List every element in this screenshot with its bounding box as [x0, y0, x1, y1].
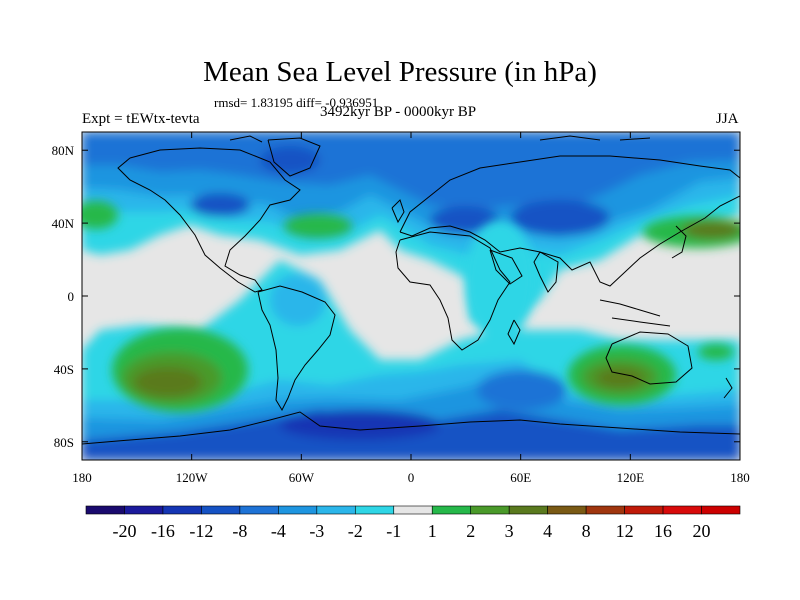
colorbar-swatch	[701, 505, 741, 515]
coastlines	[82, 135, 740, 445]
coast-new-zealand	[723, 377, 733, 399]
colorbar-label: 2	[466, 521, 475, 541]
colorbar-swatch	[508, 505, 548, 515]
field-south-pacific-high-3	[134, 367, 202, 397]
colorbar-swatch	[624, 505, 664, 515]
colorbar-label: -12	[189, 521, 213, 541]
colorbar-label: 3	[505, 521, 514, 541]
colorbar-swatch	[470, 505, 510, 515]
coast-australia	[605, 331, 693, 385]
y-tick-label: 40N	[52, 216, 75, 231]
coast-africa	[395, 231, 511, 351]
field-africa-band	[465, 220, 535, 340]
axis-ticks: 180 120W 60W 0 60E 120E 180 80N 40N 0 40S 80S	[52, 132, 750, 485]
colorbar-swatch	[547, 505, 587, 515]
colorbar-label: 20	[693, 521, 711, 541]
field-north-pacific-high-2	[682, 221, 740, 239]
x-tick-label: 60E	[510, 470, 531, 485]
field-south-atlantic-low	[477, 370, 567, 410]
colorbar-swatch	[162, 505, 202, 515]
colorbar-swatch	[85, 505, 125, 515]
colorbar-swatch	[585, 505, 625, 515]
colorbar-label: -4	[271, 521, 286, 541]
chart-title: Mean Sea Level Pressure (in hPa)	[203, 56, 597, 88]
coast-south-america	[257, 285, 336, 412]
season-label: JJA	[716, 111, 739, 127]
coast-arabia	[489, 249, 523, 285]
colorbar-swatch	[393, 505, 433, 515]
x-tick-label: 180	[72, 470, 92, 485]
colorbar-label: -2	[348, 521, 363, 541]
colorbar-label: 1	[428, 521, 437, 541]
coast-madagascar	[507, 319, 521, 346]
x-tick-label: 180	[730, 470, 750, 485]
colorbar-swatch	[431, 505, 472, 515]
field-greenland-low	[260, 146, 320, 174]
colorbar-label: 4	[543, 521, 552, 541]
coast-greenland	[267, 137, 321, 177]
colorbar-label: 16	[654, 521, 672, 541]
colorbar-swatch	[316, 505, 356, 515]
field-eurasia-low	[510, 200, 610, 236]
coast-north-america	[117, 147, 301, 293]
x-tick-label: 120W	[176, 470, 209, 485]
y-tick-label: 80S	[54, 435, 74, 450]
y-tick-label: 40S	[54, 362, 74, 377]
field-west-pacific-high	[82, 201, 118, 229]
field-na-low	[190, 193, 250, 217]
colorbar-swatch	[662, 505, 702, 515]
coast-antarctica	[82, 411, 740, 445]
colorbar: -20 -16 -12 -8 -4 -3 -2 -1 1 2 3 4 8 12 16 20	[85, 505, 741, 541]
x-tick-label: 60W	[289, 470, 315, 485]
period-label: 3492kyr BP - 0000kyr BP	[320, 104, 477, 120]
colorbar-swatch	[239, 505, 279, 515]
colorbar-swatch	[354, 505, 395, 515]
colorbar-label: -3	[309, 521, 324, 541]
coast-arctic-islands	[229, 135, 651, 143]
y-tick-label: 0	[68, 289, 75, 304]
y-tick-label: 80N	[52, 143, 75, 158]
colorbar-label: -16	[151, 521, 175, 541]
colorbar-swatch	[278, 505, 318, 515]
field-antarctic-deep	[280, 410, 440, 440]
coast-indonesia	[599, 299, 671, 327]
field-europe-low	[430, 206, 500, 234]
field-north-core	[82, 132, 740, 210]
colorbar-label: -20	[112, 521, 136, 541]
x-tick-label: 120E	[617, 470, 645, 485]
field-amazon-low	[270, 274, 326, 326]
coast-india	[533, 251, 559, 293]
coast-eurasia	[399, 155, 740, 287]
field-tasman-high	[698, 344, 734, 360]
coast-uk	[391, 199, 405, 224]
colorbar-swatch	[124, 505, 164, 515]
colorbar-swatch	[201, 505, 241, 515]
x-tick-label: 0	[408, 470, 415, 485]
colorbar-label: 8	[582, 521, 591, 541]
colorbar-label: 12	[616, 521, 634, 541]
field-north-atlantic-high	[284, 214, 352, 238]
colorbar-label: -1	[386, 521, 401, 541]
coast-japan	[671, 225, 687, 259]
stats-line: rmsd= 1.83195 diff= -0.936951	[214, 95, 379, 110]
map-plot-area	[82, 132, 740, 460]
field-south-indian-high-3	[596, 368, 644, 388]
colorbar-label: -8	[232, 521, 247, 541]
experiment-label: Expt = tEWtx-tevta	[82, 111, 200, 127]
